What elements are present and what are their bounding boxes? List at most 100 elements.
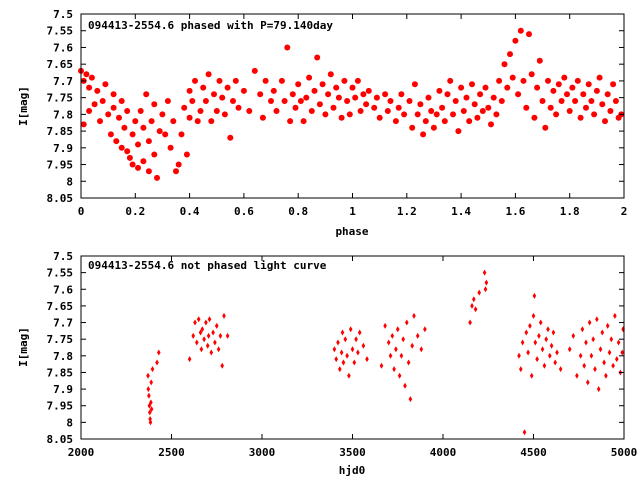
data-point <box>124 108 131 114</box>
data-point <box>113 138 120 145</box>
data-point <box>388 352 393 359</box>
data-point <box>259 114 266 121</box>
data-point <box>281 98 288 104</box>
data-point <box>257 91 264 98</box>
data-point <box>347 372 351 379</box>
unphased-x-axis-label: hjd0 <box>339 464 366 477</box>
data-point <box>498 98 505 104</box>
data-point <box>219 94 226 101</box>
data-point <box>350 346 355 353</box>
y-tick-label: 7.7 <box>53 75 73 88</box>
data-point <box>170 118 177 125</box>
y-tick-label: 8 <box>66 175 73 188</box>
data-point <box>604 372 608 379</box>
data-point <box>211 329 215 336</box>
data-point <box>578 352 583 359</box>
data-point <box>336 339 340 346</box>
data-point <box>357 108 364 114</box>
data-point <box>194 118 201 125</box>
data-point <box>207 316 212 323</box>
data-point <box>126 154 133 161</box>
data-point <box>86 108 93 114</box>
data-point <box>607 108 614 114</box>
data-point <box>515 91 522 98</box>
data-point <box>572 98 579 104</box>
data-point <box>335 94 342 101</box>
data-point <box>436 87 443 94</box>
data-point <box>613 312 617 319</box>
data-point <box>200 84 207 91</box>
data-point <box>534 84 541 91</box>
y-tick-label: 7.95 <box>47 159 74 172</box>
data-point <box>83 71 90 78</box>
data-point <box>195 339 199 346</box>
data-point <box>529 372 534 379</box>
data-point <box>218 332 223 339</box>
data-point <box>452 98 459 104</box>
unphased-light-curve-panel: 2000 2500 3000 3500 4000 4500 5000 7.5 7.55 7.6 7.… <box>17 250 637 477</box>
data-point <box>507 51 513 58</box>
data-point <box>292 104 299 111</box>
data-point <box>382 91 389 98</box>
data-point <box>278 77 285 84</box>
data-point <box>520 77 527 84</box>
data-point <box>422 118 429 125</box>
data-point <box>183 151 190 158</box>
data-point <box>574 77 581 84</box>
data-point <box>567 346 572 353</box>
data-point <box>542 124 549 131</box>
data-point <box>509 74 516 81</box>
data-point <box>555 349 559 356</box>
data-point <box>145 168 152 175</box>
x-tick-label: 3500 <box>339 446 366 459</box>
data-point <box>535 356 539 363</box>
data-point <box>479 108 486 114</box>
data-point <box>213 108 220 114</box>
data-point <box>225 332 230 339</box>
data-point <box>149 399 153 406</box>
data-point <box>526 31 532 38</box>
data-point <box>230 98 236 104</box>
y-tick-label: 7.8 <box>53 108 73 121</box>
data-point <box>383 322 387 329</box>
x-tick-label: 4500 <box>520 446 547 459</box>
data-point <box>423 326 427 333</box>
data-point <box>327 71 334 78</box>
data-point <box>589 352 594 359</box>
data-point <box>602 118 608 125</box>
data-point <box>517 27 524 34</box>
data-point <box>151 101 158 108</box>
data-point <box>419 346 424 353</box>
data-point <box>333 84 340 91</box>
data-point <box>620 349 624 356</box>
data-point <box>401 336 405 343</box>
data-point <box>289 91 296 98</box>
y-tick-label: 7.75 <box>47 92 74 105</box>
data-point <box>596 74 603 81</box>
data-point <box>602 359 606 366</box>
data-point <box>147 392 151 399</box>
data-point <box>607 349 612 356</box>
data-point <box>325 91 332 98</box>
data-point <box>186 114 193 121</box>
data-point <box>157 349 161 356</box>
data-point <box>213 339 217 346</box>
data-point <box>268 98 274 104</box>
data-point <box>208 118 215 125</box>
x-tick-label: 1.4 <box>451 205 471 218</box>
data-point <box>616 339 621 346</box>
data-point <box>447 77 454 84</box>
data-point <box>482 84 489 91</box>
data-point <box>458 84 465 91</box>
data-point <box>408 396 413 403</box>
data-point <box>412 312 416 319</box>
data-point <box>469 81 475 88</box>
data-point <box>553 111 560 118</box>
y-tick-label: 7.9 <box>53 142 73 155</box>
data-point <box>135 141 141 148</box>
data-point <box>496 77 503 84</box>
data-point <box>148 118 155 125</box>
data-point <box>470 302 474 309</box>
data-point <box>135 164 141 171</box>
